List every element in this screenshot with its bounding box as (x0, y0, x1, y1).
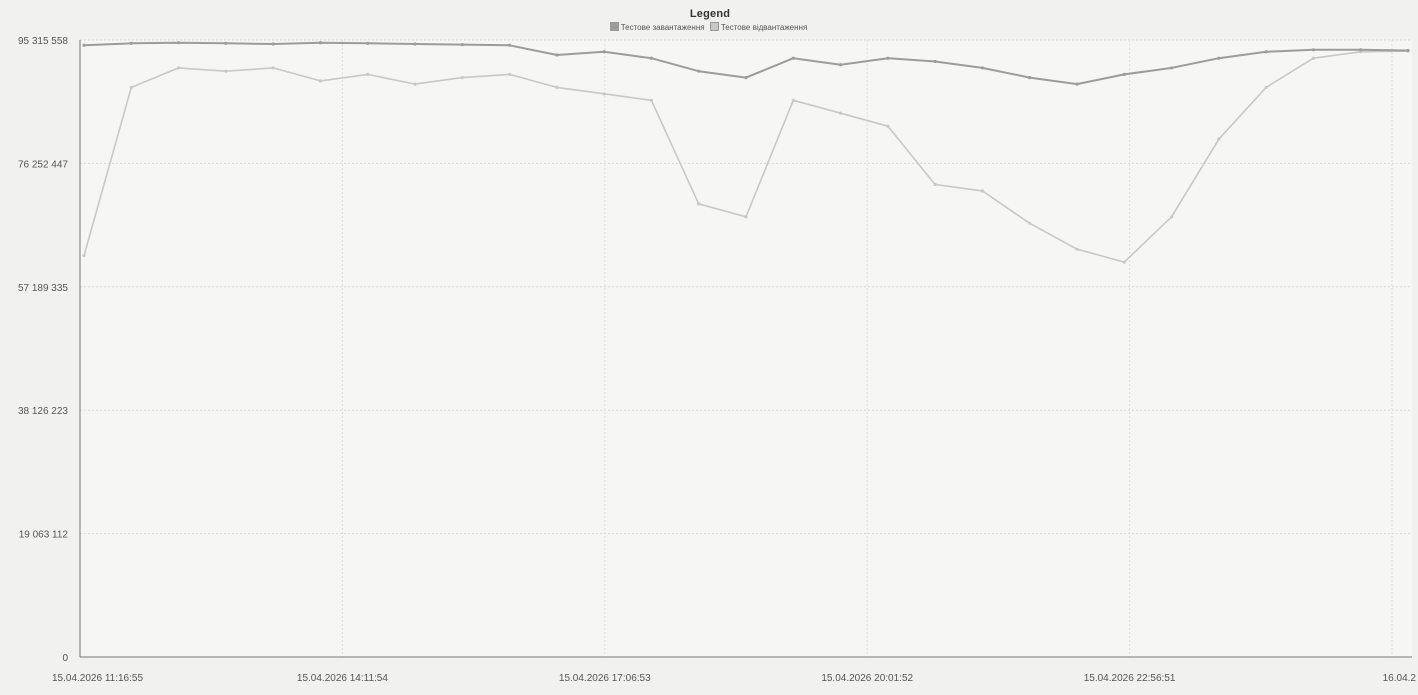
data-point-series-1 (602, 50, 606, 54)
legend-label-series-1: Тестове завантаження (620, 23, 705, 32)
y-tick-label: 57 189 335 (18, 283, 68, 294)
data-point-series-1 (507, 43, 512, 47)
y-tick-label: 95 315 558 (18, 36, 68, 47)
x-tick-label: 15.04.2026 17:06:53 (559, 673, 651, 684)
data-point-series-1 (460, 43, 464, 47)
data-point-series-2 (82, 254, 86, 258)
data-point-series-2 (129, 85, 133, 89)
data-point-series-1 (1359, 48, 1363, 52)
data-point-series-2 (744, 215, 748, 219)
legend-label-series-2: Тестове відвантаження (720, 23, 808, 32)
data-point-series-1 (886, 56, 890, 60)
data-point-series-1 (129, 41, 133, 45)
y-tick-label: 19 063 112 (19, 530, 69, 541)
data-point-series-1 (366, 41, 370, 45)
plot-background (80, 40, 1412, 657)
data-point-series-2 (1311, 56, 1316, 60)
data-point-series-2 (460, 76, 464, 80)
data-point-series-1 (176, 41, 181, 45)
data-point-series-2 (697, 202, 701, 206)
data-point-series-1 (271, 42, 275, 46)
data-point-series-2 (602, 92, 606, 96)
data-point-series-1 (1217, 56, 1221, 60)
legend: Legend Тестове завантаження Тестове відв… (560, 8, 860, 32)
data-point-series-1 (1075, 82, 1079, 86)
x-tick-label: 15.04.2026 14:11:54 (297, 673, 388, 684)
data-point-series-1 (82, 43, 86, 47)
data-point-series-2 (318, 79, 323, 83)
data-point-series-1 (649, 56, 654, 60)
y-tick-label: 0 (62, 653, 68, 664)
data-point-series-2 (1028, 221, 1032, 225)
legend-title: Legend (689, 8, 731, 20)
data-point-series-2 (791, 98, 795, 102)
data-point-series-2 (413, 82, 417, 86)
data-point-series-1 (1169, 66, 1174, 70)
data-point-series-2 (980, 189, 985, 193)
data-point-series-2 (1217, 137, 1221, 141)
data-point-series-2 (1264, 85, 1268, 89)
x-tick-label: 15.04.2026 20:01:52 (821, 673, 913, 684)
data-point-series-1 (1264, 50, 1268, 54)
data-point-series-1 (697, 69, 701, 73)
x-tick-label: 16.04.2 (1383, 673, 1417, 684)
data-point-series-2 (271, 66, 275, 70)
y-tick-label: 76 252 447 (18, 159, 68, 170)
y-tick-label: 38 126 223 (18, 406, 68, 417)
data-point-series-1 (555, 53, 559, 57)
data-point-series-1 (413, 42, 417, 46)
data-point-series-1 (1406, 48, 1410, 53)
x-tick-label: 15.04.2026 22:56:51 (1084, 673, 1176, 684)
data-point-series-1 (791, 56, 795, 60)
legend-swatch-series-2 (709, 22, 719, 31)
data-point-series-2 (1169, 215, 1174, 219)
data-point-series-2 (933, 182, 937, 187)
data-point-series-1 (933, 59, 937, 64)
data-point-series-2 (176, 66, 181, 70)
data-point-series-1 (224, 41, 228, 45)
data-point-series-2 (886, 124, 890, 128)
data-point-series-1 (744, 76, 748, 80)
data-point-series-2 (555, 85, 559, 89)
data-point-series-1 (1122, 72, 1126, 77)
legend-items: Тестове завантаження Тестове відвантажен… (560, 22, 860, 32)
data-point-series-2 (838, 111, 843, 115)
data-point-series-2 (1122, 260, 1126, 264)
data-point-series-1 (1311, 48, 1316, 52)
data-point-series-2 (366, 72, 370, 77)
data-point-series-2 (507, 72, 512, 77)
data-point-series-1 (838, 63, 843, 67)
data-point-series-1 (318, 41, 323, 45)
data-point-series-2 (649, 98, 654, 102)
data-point-series-1 (980, 66, 985, 70)
data-point-series-1 (1028, 76, 1032, 80)
x-tick-label: 15.04.2026 11:16:55 (52, 673, 143, 684)
data-point-series-2 (224, 69, 228, 73)
legend-swatch-series-1 (609, 22, 619, 31)
data-point-series-2 (1075, 247, 1079, 251)
